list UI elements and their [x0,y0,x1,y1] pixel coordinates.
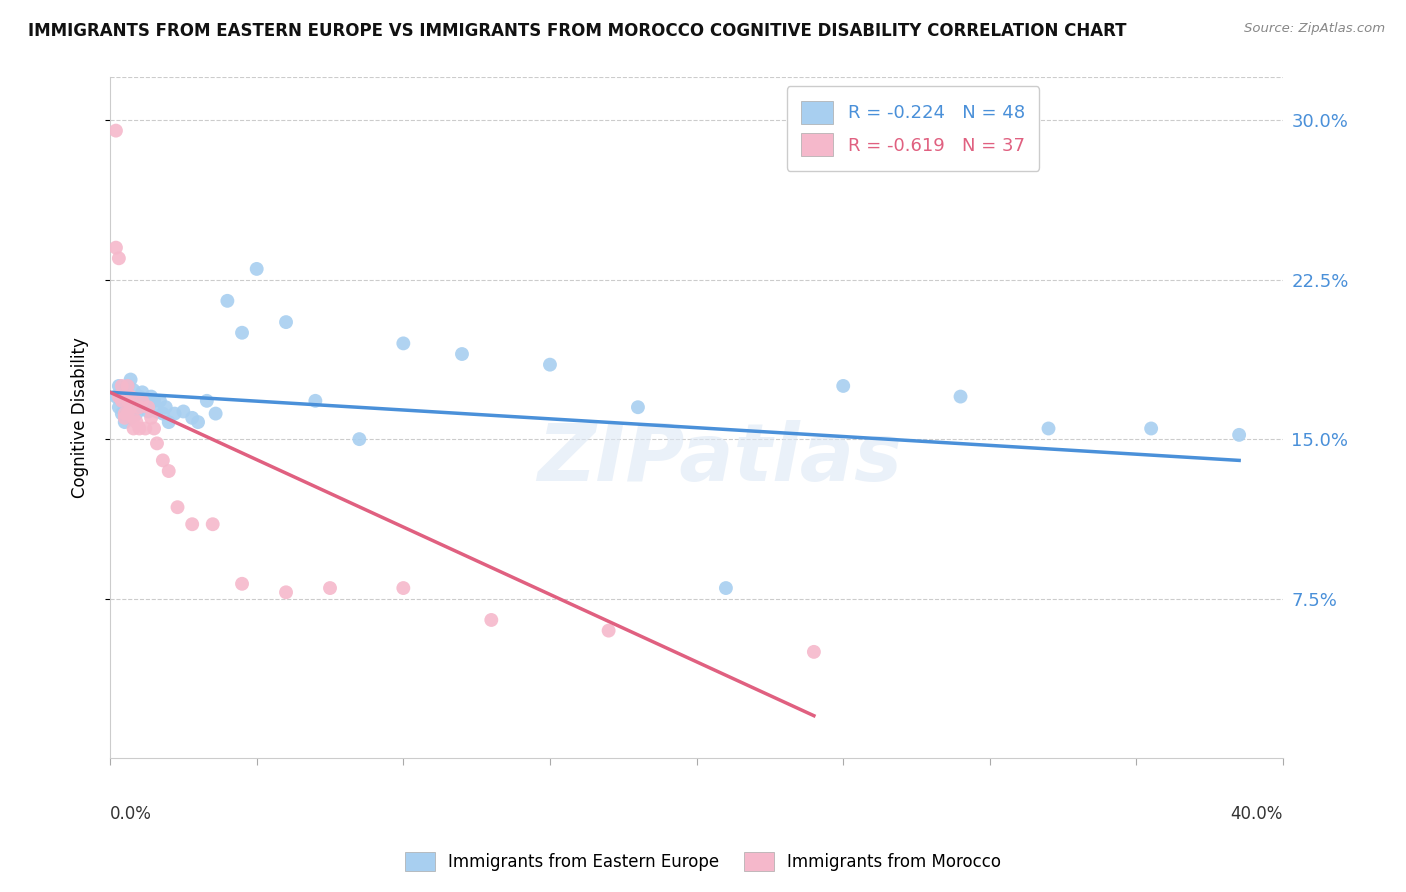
Y-axis label: Cognitive Disability: Cognitive Disability [72,337,89,499]
Point [117,407,139,421]
Point [114,410,136,425]
Point [128,401,150,415]
Point [1140,421,1163,435]
Point [149,393,172,408]
Point [832,379,855,393]
Point [139,410,162,425]
Point [181,517,204,532]
Text: 40.0%: 40.0% [1230,805,1284,823]
Point [122,421,145,435]
Point [392,336,415,351]
Point [114,415,136,429]
Point [104,123,127,137]
Point [136,401,159,415]
Point [146,404,169,418]
Point [108,390,131,404]
Point [155,401,177,415]
Point [157,464,180,478]
Point [108,401,131,415]
Point [134,393,156,408]
Point [187,415,209,429]
Point [152,407,174,421]
Point [479,613,502,627]
Point [231,576,253,591]
Point [117,379,139,393]
Point [195,393,218,408]
Point [201,517,224,532]
Point [803,645,825,659]
Point [108,252,131,266]
Point [128,421,150,435]
Point [349,432,371,446]
Text: Source: ZipAtlas.com: Source: ZipAtlas.com [1244,22,1385,36]
Point [114,407,136,421]
Point [104,390,127,404]
Point [163,407,186,421]
Point [117,401,139,415]
Point [152,453,174,467]
Point [134,421,156,435]
Point [714,581,737,595]
Point [319,581,342,595]
Point [122,383,145,397]
Point [246,261,269,276]
Point [120,401,142,415]
Point [125,407,148,421]
Point [598,624,620,638]
Point [117,379,139,393]
Text: ZIPatlas: ZIPatlas [537,420,903,498]
Point [128,390,150,404]
Point [111,393,134,408]
Point [111,407,134,421]
Point [122,393,145,408]
Legend: Immigrants from Eastern Europe, Immigrants from Morocco: Immigrants from Eastern Europe, Immigran… [396,843,1010,880]
Point [627,401,650,415]
Point [166,500,188,515]
Point [139,390,162,404]
Point [143,421,166,435]
Point [157,415,180,429]
Point [204,407,226,421]
Point [451,347,474,361]
Point [304,393,326,408]
Point [120,390,142,404]
Point [122,410,145,425]
Point [104,241,127,255]
Point [136,404,159,418]
Point [217,293,239,308]
Text: IMMIGRANTS FROM EASTERN EUROPE VS IMMIGRANTS FROM MOROCCO COGNITIVE DISABILITY C: IMMIGRANTS FROM EASTERN EUROPE VS IMMIGR… [28,22,1126,40]
Point [1227,428,1250,442]
Point [231,326,253,340]
Point [120,373,142,387]
Point [117,393,139,408]
Point [392,581,415,595]
Text: 0.0%: 0.0% [110,805,152,823]
Legend: R = -0.224   N = 48, R = -0.619   N = 37: R = -0.224 N = 48, R = -0.619 N = 37 [786,87,1039,170]
Point [111,393,134,408]
Point [114,385,136,400]
Point [274,315,297,329]
Point [131,385,153,400]
Point [538,358,561,372]
Point [120,410,142,425]
Point [181,410,204,425]
Point [114,390,136,404]
Point [146,436,169,450]
Point [143,393,166,408]
Point [274,585,297,599]
Point [131,393,153,408]
Point [111,379,134,393]
Point [125,415,148,429]
Point [128,401,150,415]
Point [1038,421,1060,435]
Point [172,404,194,418]
Point [949,390,972,404]
Point [108,379,131,393]
